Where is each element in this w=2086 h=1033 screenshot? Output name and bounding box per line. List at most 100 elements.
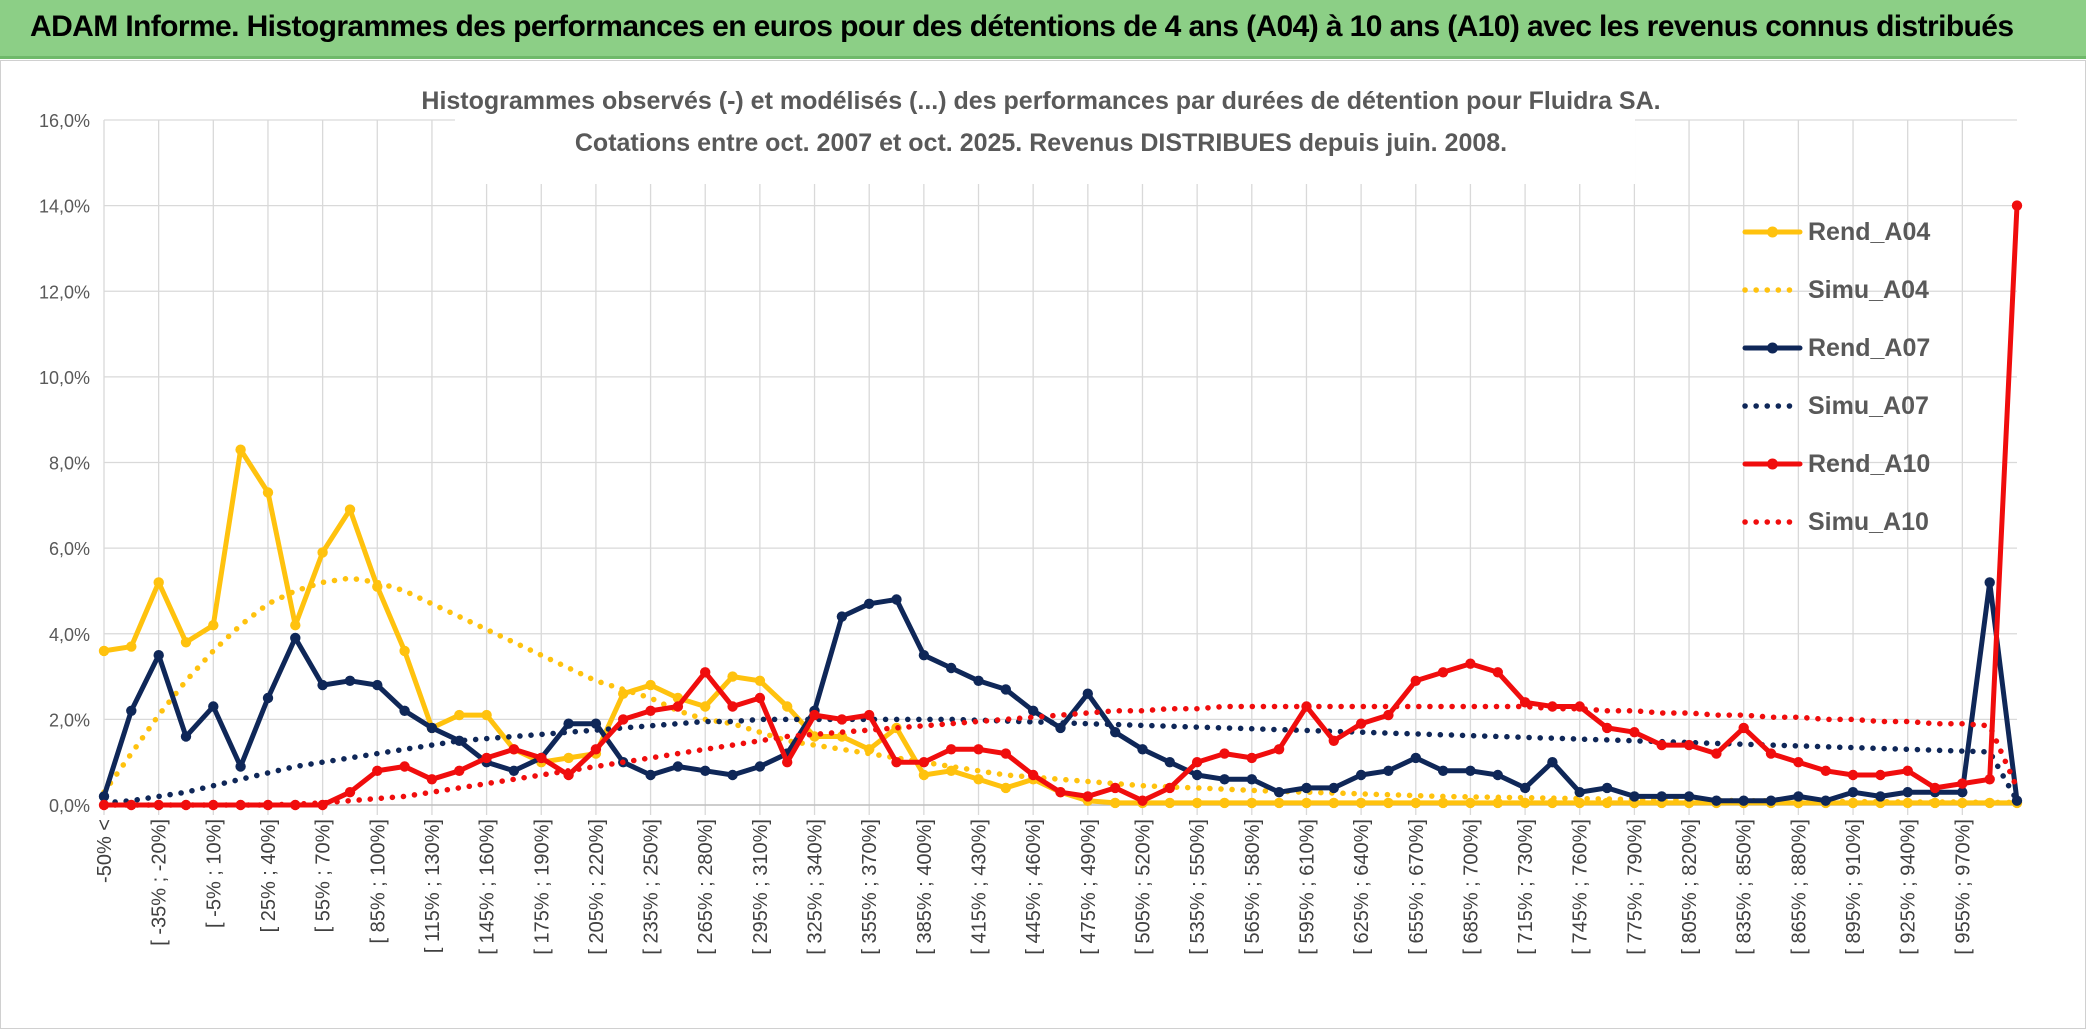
data-point-Rend_A04 — [1410, 797, 1422, 809]
data-point-Rend_A10 — [2011, 200, 2023, 211]
data-point-Rend_A04 — [1465, 797, 1476, 809]
x-tick-label: [ 655% ; 670%] — [1406, 819, 1428, 955]
data-point-Rend_A07 — [1437, 765, 1449, 776]
data-point-Rend_A04 — [1164, 797, 1176, 809]
data-point-Rend_A07 — [700, 765, 711, 776]
data-point-Rend_A07 — [1820, 795, 1831, 806]
x-tick-label: [ 535% ; 550%] — [1187, 819, 1209, 955]
x-tick-label: [ 415% ; 430%] — [969, 819, 991, 955]
data-point-Rend_A07 — [426, 722, 438, 734]
data-point-Rend_A10 — [1191, 757, 1203, 768]
data-point-Rend_A04 — [1000, 782, 1011, 794]
data-point-Rend_A10 — [645, 705, 656, 716]
data-point-Rend_A04 — [918, 769, 930, 781]
data-point-Rend_A07 — [1574, 787, 1585, 798]
data-point-Rend_A07 — [672, 761, 684, 772]
data-point-Rend_A10 — [1711, 748, 1722, 759]
data-point-Rend_A10 — [1574, 701, 1585, 712]
data-point-Rend_A10 — [809, 709, 820, 721]
x-tick-label: [ 235% ; 250%] — [641, 819, 663, 955]
data-point-Rend_A10 — [1355, 718, 1367, 729]
data-point-Rend_A10 — [508, 744, 520, 755]
data-point-Rend_A07 — [918, 650, 930, 661]
data-point-Rend_A10 — [1683, 739, 1695, 751]
data-point-Rend_A07 — [1273, 787, 1285, 798]
data-point-Rend_A07 — [1738, 795, 1749, 806]
data-point-Rend_A07 — [1028, 705, 1039, 716]
data-point-Rend_A10 — [1765, 748, 1777, 759]
x-tick-label: [ 295% ; 310%] — [750, 819, 772, 955]
data-point-Rend_A07 — [973, 675, 984, 686]
data-point-Rend_A10 — [1793, 757, 1804, 768]
data-point-Rend_A10 — [1820, 765, 1831, 776]
data-point-Rend_A04 — [235, 444, 246, 455]
x-tick-label: [ 325% ; 340%] — [805, 819, 827, 955]
report-title: ADAM Informe. Histogrammes des performan… — [30, 10, 2014, 43]
data-point-Rend_A07 — [1984, 577, 1995, 588]
data-point-Rend_A04 — [1355, 797, 1367, 809]
data-point-Rend_A07 — [1082, 688, 1094, 699]
data-point-Rend_A07 — [1847, 787, 1859, 798]
data-point-Rend_A10 — [754, 692, 766, 704]
data-point-Rend_A07 — [1656, 791, 1667, 802]
data-point-Rend_A10 — [399, 761, 410, 772]
legend-label: Rend_A10 — [1808, 450, 1930, 478]
data-point-Rend_A10 — [1929, 782, 1941, 794]
data-point-Rend_A04 — [1437, 797, 1449, 809]
data-point-Rend_A10 — [1738, 722, 1749, 734]
data-point-Rend_A10 — [481, 752, 492, 764]
x-tick-label: [ 805% ; 820%] — [1679, 819, 1701, 955]
data-point-Rend_A07 — [1601, 782, 1613, 794]
data-point-Rend_A10 — [1219, 748, 1230, 759]
legend-label: Rend_A04 — [1808, 218, 1930, 246]
y-tick-label: 6,0% — [49, 539, 90, 559]
y-tick-label: 4,0% — [49, 625, 90, 645]
data-point-Rend_A04 — [1492, 797, 1504, 809]
data-point-Rend_A10 — [1875, 769, 1886, 781]
series-line-Simu_A07 — [101, 716, 2020, 806]
data-point-Rend_A10 — [618, 714, 629, 725]
data-point-Rend_A04 — [1191, 797, 1203, 809]
data-point-Rend_A07 — [1000, 684, 1011, 695]
data-point-Rend_A04 — [454, 709, 465, 721]
data-point-Rend_A10 — [891, 757, 902, 768]
data-point-Rend_A07 — [1191, 769, 1203, 781]
data-point-Rend_A04 — [399, 645, 410, 657]
data-point-Rend_A10 — [1246, 752, 1258, 764]
data-point-Rend_A07 — [1137, 744, 1148, 755]
data-point-Rend_A07 — [1519, 782, 1531, 794]
data-point-Rend_A07 — [727, 769, 738, 781]
title-backdrop — [455, 80, 1635, 184]
y-tick-label: 12,0% — [39, 282, 90, 302]
data-point-Rend_A07 — [563, 718, 574, 729]
data-point-Rend_A10 — [1137, 795, 1148, 806]
data-point-Rend_A10 — [372, 765, 383, 776]
data-point-Rend_A10 — [1028, 769, 1039, 781]
data-point-Rend_A10 — [1273, 744, 1285, 755]
legend-marker — [1767, 226, 1778, 238]
x-tick-label: [ 475% ; 490%] — [1078, 819, 1100, 955]
legend-label: Simu_A10 — [1808, 508, 1929, 536]
x-tick-label: [ 355% ; 370%] — [859, 819, 881, 955]
data-point-Rend_A07 — [1328, 782, 1340, 794]
data-point-Rend_A10 — [590, 744, 602, 755]
data-point-Rend_A07 — [262, 692, 274, 704]
data-point-Rend_A10 — [426, 774, 438, 785]
data-point-Rend_A10 — [344, 787, 356, 798]
data-point-Rend_A10 — [1519, 697, 1531, 708]
data-point-Rend_A10 — [946, 744, 957, 755]
x-tick-label: [ 895% ; 910%] — [1843, 819, 1865, 955]
data-point-Rend_A07 — [1711, 795, 1722, 806]
data-point-Rend_A07 — [153, 650, 164, 661]
y-tick-labels: 0,0% 2,0% 4,0% 6,0% 8,0% 10,0% 12,0% 14,0% 16,0% — [39, 111, 90, 816]
data-point-Rend_A07 — [508, 765, 520, 776]
x-tick-label: [ 115% ; 130%] — [422, 819, 444, 953]
data-point-Rend_A04 — [180, 637, 192, 648]
legend: Rend_A04 Simu_A04 Rend_A07 Simu_A07 Rend_A10… — [1742, 218, 1930, 536]
data-point-Rend_A10 — [1000, 748, 1011, 759]
data-point-Rend_A10 — [727, 701, 738, 712]
data-point-Rend_A07 — [1765, 795, 1777, 806]
series-line-Simu_A10 — [101, 703, 2020, 808]
data-point-Rend_A04 — [1328, 797, 1340, 809]
data-point-Rend_A10 — [973, 744, 984, 755]
